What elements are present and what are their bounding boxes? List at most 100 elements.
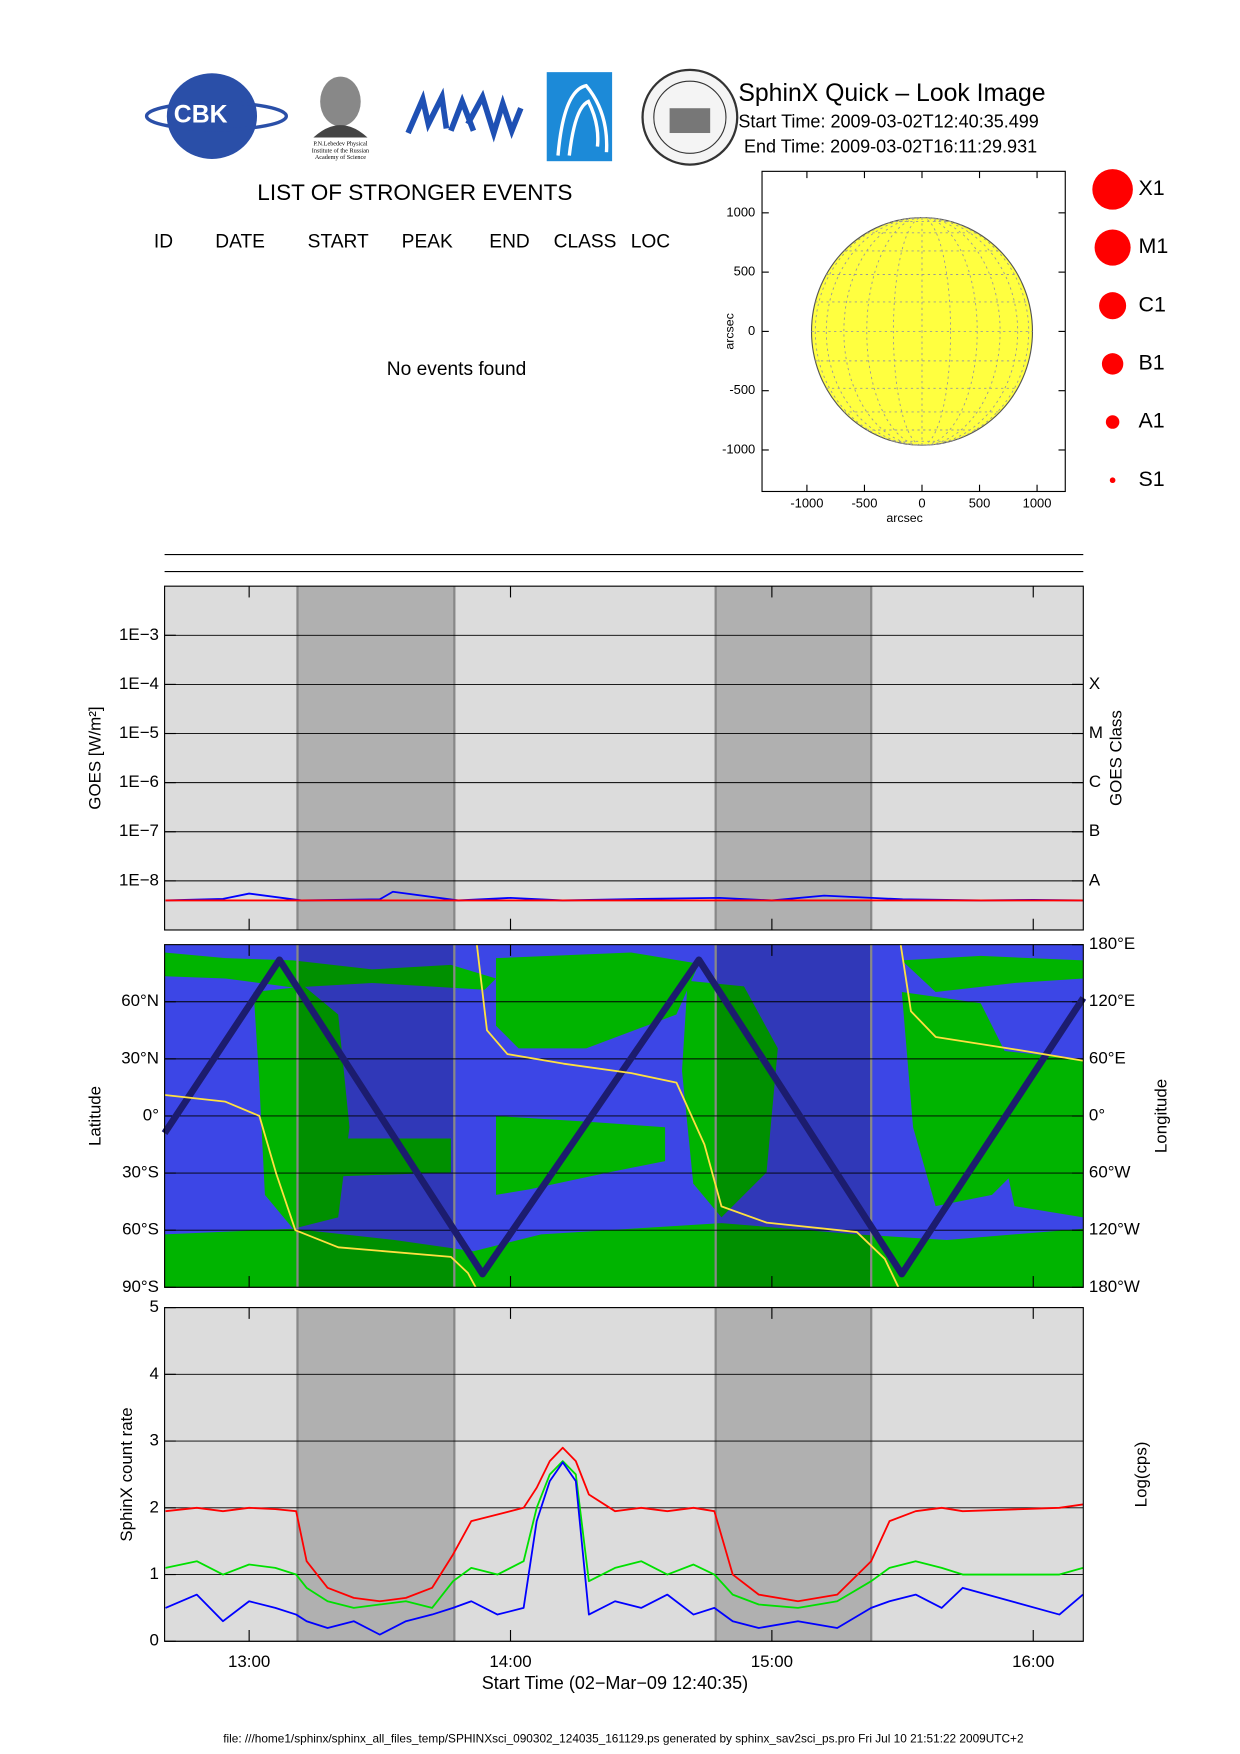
x-tick-label: 14:00 xyxy=(489,1652,531,1671)
lebedev-caption: Institute of the Russian xyxy=(312,147,369,154)
y-tick-label: 500 xyxy=(734,264,756,279)
y2-tick-label: 60°W xyxy=(1089,1163,1131,1182)
logos: CBK P.N.Lebedev Physical Institute of th… xyxy=(144,68,739,166)
y-tick-label: 0° xyxy=(143,1105,159,1124)
events-column: END xyxy=(489,231,529,252)
cbk-logo xyxy=(166,73,258,159)
y2-tick-label: C xyxy=(1089,772,1101,791)
map-zone xyxy=(901,955,1084,992)
y-tick-label: 1E−7 xyxy=(119,821,159,840)
y-axis-label: GOES [W/m²] xyxy=(85,706,104,809)
y2-tick-label: M xyxy=(1089,723,1103,742)
legend-marker xyxy=(1092,169,1133,210)
y-tick-label: 90°S xyxy=(122,1277,159,1296)
map-zone xyxy=(496,1115,666,1195)
seal-ring xyxy=(653,80,727,154)
events-column: LOC xyxy=(631,231,671,252)
y-tick-label: 1E−5 xyxy=(119,723,159,742)
plot-frame xyxy=(164,944,1084,1288)
plot-frame xyxy=(164,585,1084,931)
y-tick-label: 0 xyxy=(150,1631,159,1650)
legend-marker xyxy=(1101,353,1124,375)
plot-frame xyxy=(164,1307,1084,1642)
y-tick-label: 0 xyxy=(748,323,755,338)
y2-tick-label: 180°E xyxy=(1089,934,1135,953)
x-tick-label: 1000 xyxy=(1023,495,1052,510)
y2-axis-label: GOES Class xyxy=(1107,710,1126,806)
y-tick-label: 3 xyxy=(150,1431,159,1450)
y2-tick-label: A xyxy=(1089,870,1101,889)
night-interval xyxy=(715,586,872,930)
data-line xyxy=(161,956,1087,1278)
iki-arcs xyxy=(556,83,609,156)
night-interval xyxy=(297,1307,455,1642)
panel-background xyxy=(164,1307,1084,1642)
events-title: LIST OF STRONGER EVENTS xyxy=(257,180,572,205)
data-line xyxy=(165,1461,1084,1636)
legend-label: S1 xyxy=(1139,467,1165,491)
night-interval xyxy=(297,586,455,930)
data-line xyxy=(165,1460,1084,1609)
y-tick-label: 1 xyxy=(150,1564,159,1583)
y-axis-label: Latitude xyxy=(85,1086,104,1146)
events-column: PEAK xyxy=(402,231,453,252)
map-zone xyxy=(164,1223,1084,1288)
y-tick-label: 1E−8 xyxy=(119,870,159,889)
legend-label: C1 xyxy=(1139,292,1166,316)
x-axis-label: Start Time (02−Mar−09 12:40:35) xyxy=(482,1673,748,1693)
y-tick-label: 1E−6 xyxy=(119,772,159,791)
events-column: DATE xyxy=(215,231,265,252)
y2-tick-label: 60°E xyxy=(1089,1048,1126,1067)
y2-tick-label: X xyxy=(1089,674,1100,693)
legend-label: B1 xyxy=(1139,351,1165,375)
map-zone xyxy=(164,952,497,990)
y-tick-label: -1000 xyxy=(722,441,755,456)
x-tick-label: 500 xyxy=(969,495,991,510)
events-column: START xyxy=(308,231,369,252)
lebedev-caption: Academy of Science xyxy=(315,154,366,161)
y2-tick-label: 180°W xyxy=(1089,1277,1140,1296)
x-tick-label: -1000 xyxy=(790,495,823,510)
y-tick-label: 1000 xyxy=(726,204,755,219)
legend-label: M1 xyxy=(1139,234,1169,258)
portrait xyxy=(320,76,361,127)
y-tick-label: 5 xyxy=(150,1297,159,1316)
x-tick-label: 15:00 xyxy=(751,1652,793,1671)
y2-tick-label: B xyxy=(1089,821,1100,840)
map-zone xyxy=(496,952,699,1049)
meridian xyxy=(843,217,1001,446)
legend-marker xyxy=(1099,292,1127,320)
y-tick-label: 4 xyxy=(150,1364,159,1383)
panel-overlays xyxy=(164,586,1084,1642)
y-tick-label: 1E−3 xyxy=(119,625,159,644)
y2-tick-label: 0° xyxy=(1089,1105,1105,1124)
events-message: No events found xyxy=(387,359,527,380)
legend-label: X1 xyxy=(1139,176,1165,200)
portrait-body xyxy=(313,125,368,138)
mian-logo xyxy=(405,87,524,143)
y2-tick-label: 120°E xyxy=(1089,991,1135,1010)
x-tick-label: 13:00 xyxy=(228,1652,270,1671)
panel-background xyxy=(164,586,1084,930)
x-tick-label: -500 xyxy=(851,495,877,510)
y-tick-label: 30°N xyxy=(121,1048,159,1067)
y-tick-label: 2 xyxy=(150,1497,159,1516)
y2-axis-label: Longitude xyxy=(1152,1079,1171,1153)
data-line xyxy=(165,1446,1084,1603)
x-tick-label: 16:00 xyxy=(1012,1652,1054,1671)
lebedev-caption: P.N.Lebedev Physical xyxy=(313,141,367,148)
legend-marker xyxy=(1105,415,1120,429)
y-tick-label: 30°S xyxy=(122,1163,159,1182)
y-tick-label: 60°N xyxy=(121,991,159,1010)
x-axis-label: arcsec xyxy=(886,511,922,525)
events-column: CLASS xyxy=(554,231,617,252)
title: SphinX Quick – Look Image xyxy=(738,80,1045,107)
map-zone xyxy=(980,1048,1084,1218)
y-axis-label: SphinX count rate xyxy=(117,1407,136,1541)
y-tick-label: 60°S xyxy=(122,1220,159,1239)
start-time: Start Time: 2009-03-02T12:40:35.499 xyxy=(738,112,1038,132)
cbk-ring xyxy=(144,100,289,132)
night-interval xyxy=(715,1307,872,1642)
